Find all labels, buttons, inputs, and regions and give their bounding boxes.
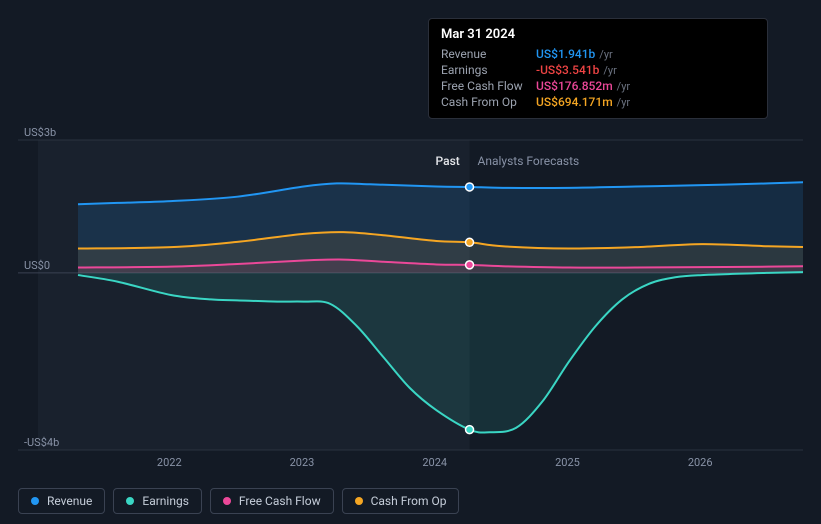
- legend-item-revenue[interactable]: Revenue: [18, 488, 105, 514]
- forecast-label: Analysts Forecasts: [478, 154, 580, 168]
- y-axis-label: -US$4b: [24, 436, 59, 449]
- legend-item-earnings[interactable]: Earnings: [113, 488, 202, 514]
- tooltip-label: Cash From Op: [441, 95, 536, 109]
- tooltip-unit: /yr: [603, 64, 616, 77]
- tooltip-value: US$694.171m: [536, 95, 613, 109]
- tooltip-row-cfo: Cash From Op US$694.171m /yr: [441, 94, 755, 110]
- x-axis-label: 2026: [688, 456, 713, 469]
- legend-label: Free Cash Flow: [239, 494, 321, 508]
- tooltip-row-earnings: Earnings -US$3.541b /yr: [441, 62, 755, 78]
- tooltip-value: US$176.852m: [536, 79, 613, 93]
- tooltip-date: Mar 31 2024: [441, 27, 755, 42]
- legend-item-cfo[interactable]: Cash From Op: [342, 488, 460, 514]
- legend-label: Revenue: [47, 494, 92, 508]
- tooltip-row-fcf: Free Cash Flow US$176.852m /yr: [441, 78, 755, 94]
- legend-label: Earnings: [142, 494, 189, 508]
- legend-dot-icon: [223, 497, 231, 505]
- chart-tooltip: Mar 31 2024 Revenue US$1.941b /yr Earnin…: [428, 18, 768, 119]
- x-axis-label: 2025: [555, 456, 580, 469]
- tooltip-value: US$1.941b: [536, 47, 595, 61]
- tooltip-value: -US$3.541b: [536, 63, 599, 77]
- y-axis-label: US$0: [24, 259, 50, 272]
- y-axis-label: US$3b: [24, 126, 56, 139]
- tooltip-unit: /yr: [617, 96, 630, 109]
- x-axis-label: 2024: [422, 456, 447, 469]
- tooltip-unit: /yr: [599, 48, 612, 61]
- tooltip-row-revenue: Revenue US$1.941b /yr: [441, 46, 755, 62]
- tooltip-label: Earnings: [441, 63, 536, 77]
- tooltip-unit: /yr: [617, 80, 630, 93]
- legend-item-fcf[interactable]: Free Cash Flow: [210, 488, 334, 514]
- financials-chart: Mar 31 2024 Revenue US$1.941b /yr Earnin…: [18, 10, 803, 514]
- legend-dot-icon: [31, 497, 39, 505]
- tooltip-label: Free Cash Flow: [441, 79, 536, 93]
- legend-dot-icon: [126, 497, 134, 505]
- chart-legend: Revenue Earnings Free Cash Flow Cash Fro…: [18, 488, 459, 514]
- legend-dot-icon: [355, 497, 363, 505]
- past-label: Past: [436, 154, 460, 168]
- tooltip-label: Revenue: [441, 47, 536, 61]
- x-axis-label: 2023: [290, 456, 315, 469]
- x-axis-label: 2022: [157, 456, 182, 469]
- legend-label: Cash From Op: [371, 494, 447, 508]
